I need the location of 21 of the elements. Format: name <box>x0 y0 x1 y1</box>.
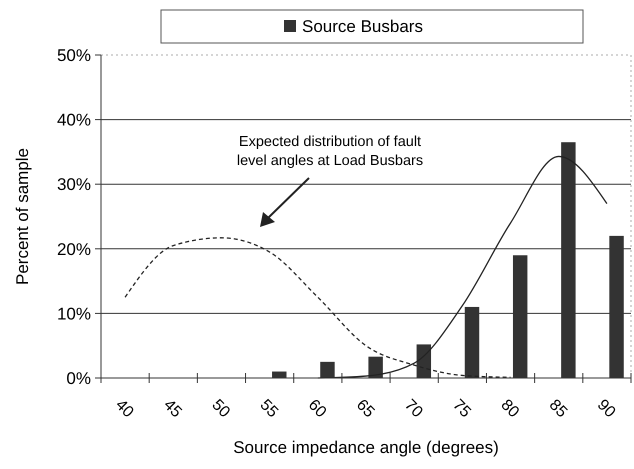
x-tick-label: 80 <box>497 396 522 422</box>
y-tick-label: 0% <box>66 368 91 388</box>
y-axis-title: Percent of sample <box>13 148 32 286</box>
y-tick-label: 10% <box>56 304 91 324</box>
x-tick-label: 40 <box>112 396 137 422</box>
x-axis-title: Source impedance angle (degrees) <box>233 438 499 457</box>
x-tick-label: 45 <box>160 396 185 422</box>
y-tick-label: 50% <box>56 46 91 65</box>
annotation: Expected distribution of fault level angles at Load Busbars <box>236 134 424 169</box>
y-tick-label: 30% <box>56 175 91 194</box>
x-tick-label: 85 <box>546 396 570 422</box>
x-tick-label: 65 <box>352 396 378 422</box>
x-tick-label: 50 <box>208 396 234 422</box>
x-tick-label: 60 <box>304 396 330 422</box>
legend-label: Source Busbars <box>302 16 423 36</box>
x-tick-label: 70 <box>401 396 426 422</box>
x-tick-label: 75 <box>449 396 474 422</box>
x-tick-label: 55 <box>256 396 282 422</box>
y-tick-label: 20% <box>56 240 91 259</box>
x-tick-label: 90 <box>594 396 619 422</box>
y-tick-label: 40% <box>56 110 91 130</box>
